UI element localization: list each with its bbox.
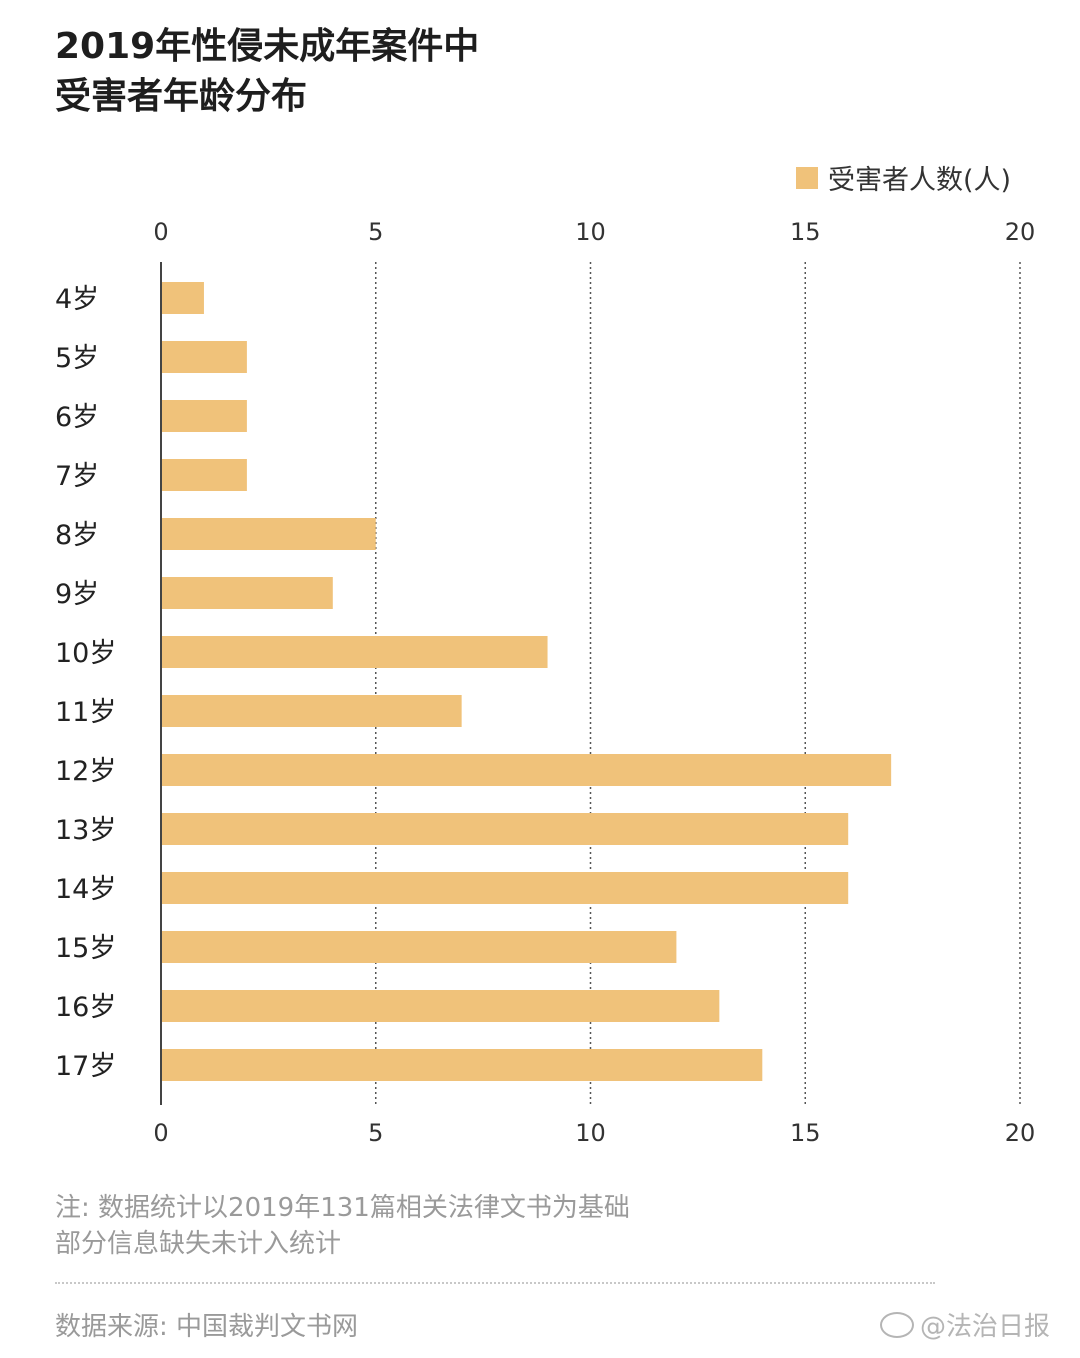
x-tick-top-20: 20 xyxy=(1005,218,1036,246)
bar-15岁 xyxy=(162,931,677,963)
x-tick-top-0: 0 xyxy=(153,218,168,246)
legend-label: 受害者人数(人) xyxy=(828,165,1012,196)
category-label-4岁: 4岁 xyxy=(55,284,99,315)
weibo-icon xyxy=(880,1311,914,1338)
bar-12岁 xyxy=(162,754,892,786)
x-tick-bottom-10: 10 xyxy=(575,1119,606,1147)
footnote: 注: 数据统计以2019年131篇相关法律文书为基础 部分信息缺失未计入统计 xyxy=(55,1190,630,1262)
chart-title: 2019年性侵未成年案件中 受害者年龄分布 xyxy=(55,22,479,122)
category-label-15岁: 15岁 xyxy=(55,933,116,964)
watermark: @法治日报 xyxy=(880,1306,1050,1343)
bar-14岁 xyxy=(162,872,849,904)
bar-13岁 xyxy=(162,813,849,845)
x-tick-bottom-5: 5 xyxy=(368,1119,383,1147)
category-label-13岁: 13岁 xyxy=(55,815,116,846)
category-label-5岁: 5岁 xyxy=(55,343,99,374)
footnote-line-2: 部分信息缺失未计入统计 xyxy=(55,1229,342,1259)
x-tick-top-15: 15 xyxy=(790,218,821,246)
category-label-14岁: 14岁 xyxy=(55,874,116,905)
x-tick-bottom-15: 15 xyxy=(790,1119,821,1147)
bar-6岁 xyxy=(162,400,247,432)
title-line-2: 受害者年龄分布 xyxy=(55,76,308,117)
label-layer: 0 0 5 5 10 10 15 15 20 20 4岁 5岁 6岁 7岁 8岁 9岁 10岁 11岁 12岁 13岁… xyxy=(55,218,1035,1147)
x-tick-bottom-0: 0 xyxy=(153,1119,168,1147)
divider xyxy=(55,1282,935,1284)
x-tick-top-10: 10 xyxy=(575,218,606,246)
bar-11岁 xyxy=(162,695,462,727)
category-label-10岁: 10岁 xyxy=(55,638,116,669)
title-line-1: 2019年性侵未成年案件中 xyxy=(55,26,480,67)
watermark-text: @法治日报 xyxy=(920,1312,1051,1342)
x-tick-bottom-20: 20 xyxy=(1005,1119,1036,1147)
legend: 受害者人数(人) xyxy=(796,158,1011,197)
footnote-line-1: 注: 数据统计以2019年131篇相关法律文书为基础 xyxy=(55,1193,630,1223)
category-label-8岁: 8岁 xyxy=(55,520,99,551)
category-label-9岁: 9岁 xyxy=(55,579,99,610)
bar-7岁 xyxy=(162,459,247,491)
data-source: 数据来源: 中国裁判文书网 xyxy=(55,1312,359,1342)
category-label-11岁: 11岁 xyxy=(55,697,116,728)
category-label-7岁: 7岁 xyxy=(55,461,99,492)
category-label-6岁: 6岁 xyxy=(55,402,99,433)
legend-swatch xyxy=(796,166,818,189)
bar-17岁 xyxy=(162,1049,763,1081)
bar-16岁 xyxy=(162,990,720,1022)
category-label-17岁: 17岁 xyxy=(55,1051,116,1082)
bar-10岁 xyxy=(162,636,548,668)
category-label-16岁: 16岁 xyxy=(55,992,116,1023)
bar-5岁 xyxy=(162,341,247,373)
grid-layer xyxy=(160,262,1021,1105)
x-tick-top-5: 5 xyxy=(368,218,383,246)
bar-4岁 xyxy=(162,282,204,314)
category-label-12岁: 12岁 xyxy=(55,756,116,787)
bar-9岁 xyxy=(162,577,333,609)
bar-layer xyxy=(162,282,892,1081)
bar-8岁 xyxy=(162,518,376,550)
